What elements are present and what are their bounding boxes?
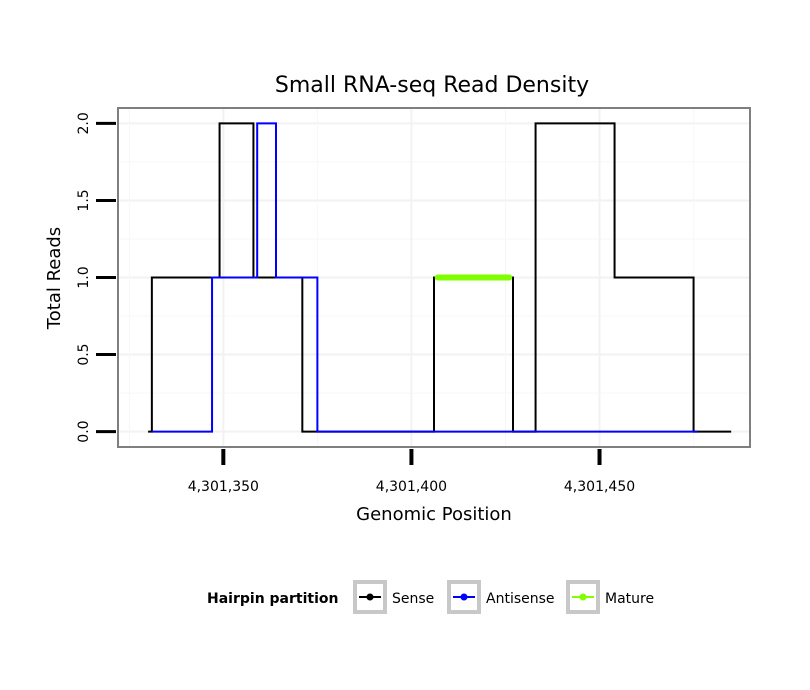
y-tick-label: 2.0 xyxy=(76,112,92,134)
legend-item-antisense: Antisense xyxy=(447,580,555,614)
plot-panel xyxy=(117,107,751,448)
x-tick-label: 4,301,400 xyxy=(376,479,447,495)
plot-border xyxy=(117,107,751,448)
y-axis-label: Total Reads xyxy=(44,227,65,330)
legend-label: Sense xyxy=(392,591,434,607)
y-tick-label: 0.5 xyxy=(76,343,92,365)
legend-label: Mature xyxy=(605,591,654,607)
y-tick-label: 0.0 xyxy=(76,420,92,442)
legend-key-point xyxy=(579,593,587,601)
x-axis-label: Genomic Position xyxy=(356,504,512,525)
legend-key-point xyxy=(366,593,374,601)
x-axis: 4,301,350 4,301,400 4,301,450 xyxy=(188,449,635,495)
y-tick-label: 1.5 xyxy=(76,189,92,211)
series-line-antisense xyxy=(151,122,698,433)
legend: Hairpin partition Sense Antisense Mature xyxy=(207,580,654,614)
x-tick-label: 4,301,450 xyxy=(564,479,635,495)
legend-item-mature: Mature xyxy=(566,580,654,614)
legend-key-point xyxy=(460,593,468,601)
chart-title: Small RNA-seq Read Density xyxy=(275,73,589,98)
series-lines xyxy=(148,122,732,433)
x-tick-label: 4,301,350 xyxy=(188,479,259,495)
y-axis: 0.0 0.5 1.0 1.5 2.0 xyxy=(76,112,116,443)
series-line-sense xyxy=(148,122,732,433)
legend-items: Sense Antisense Mature xyxy=(353,580,654,614)
legend-item-sense: Sense xyxy=(353,580,434,614)
y-tick-label: 1.0 xyxy=(76,266,92,288)
legend-label: Antisense xyxy=(486,591,555,607)
legend-title: Hairpin partition xyxy=(207,591,338,607)
